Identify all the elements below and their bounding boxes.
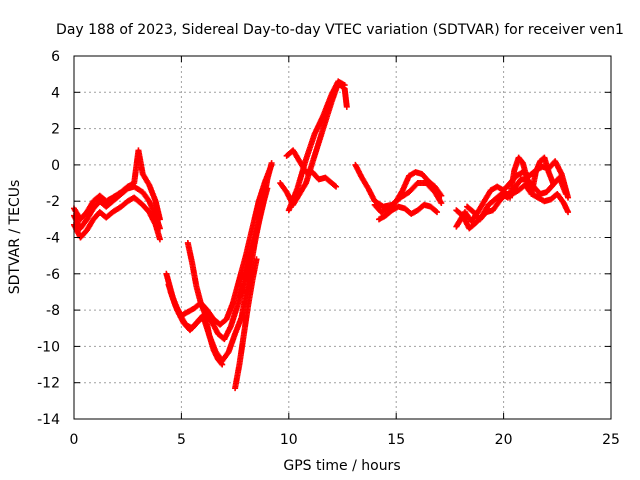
y-tick-label: 4: [51, 85, 60, 101]
series-trace-n: [376, 201, 441, 223]
data-point: [565, 209, 572, 216]
y-tick-label: 0: [51, 158, 60, 174]
axis-ticks: 0 5 10 15 20 25 -14 -12 -10 -8 -6 -4 -2 0 2 4 6: [37, 49, 620, 448]
y-axis-label: SDTVAR / TECUs: [7, 180, 23, 295]
y-tick-label: -2: [46, 194, 60, 210]
series-trace-h: [232, 256, 260, 392]
data-point: [341, 82, 348, 89]
x-axis-label: GPS time / hours: [283, 458, 400, 474]
x-tick-label: 5: [177, 432, 186, 448]
series-trace-r: [507, 154, 557, 201]
x-tick-label: 25: [602, 432, 620, 448]
data-point: [156, 216, 163, 223]
series-trace-b: [71, 194, 163, 243]
data-point: [438, 200, 445, 207]
data-point: [434, 209, 441, 216]
chart-title: Day 188 of 2023, Sidereal Day-to-day VTE…: [56, 22, 624, 38]
data-point: [219, 361, 226, 368]
data-points: [71, 78, 572, 392]
x-tick-label: 0: [70, 432, 79, 448]
data-point: [550, 180, 557, 187]
data-point: [331, 182, 338, 189]
x-tick-label: 10: [280, 432, 298, 448]
y-tick-label: -10: [37, 339, 60, 355]
y-tick-label: 2: [51, 122, 60, 138]
data-point: [565, 194, 572, 201]
series-trace-k: [285, 78, 348, 214]
y-tick-label: -12: [37, 376, 60, 392]
y-tick-label: -14: [37, 412, 60, 428]
grid-lines: [74, 56, 611, 419]
x-tick-label: 15: [387, 432, 405, 448]
series-trace-c: [71, 147, 163, 223]
data-point: [438, 192, 445, 199]
y-tick-label: -8: [46, 303, 60, 319]
data-point: [343, 103, 350, 110]
data-point: [562, 190, 569, 197]
x-tick-label: 20: [495, 432, 513, 448]
data-point: [333, 183, 340, 190]
y-tick-label: -6: [46, 267, 60, 283]
data-point: [156, 236, 163, 243]
data-point: [253, 256, 260, 263]
series-trace-g: [184, 239, 226, 368]
y-tick-label: 6: [51, 49, 60, 65]
data-point: [268, 161, 275, 168]
data-point: [218, 360, 225, 367]
data-point: [432, 208, 439, 215]
series-trace-o: [453, 158, 572, 230]
y-tick-label: -4: [46, 231, 60, 247]
